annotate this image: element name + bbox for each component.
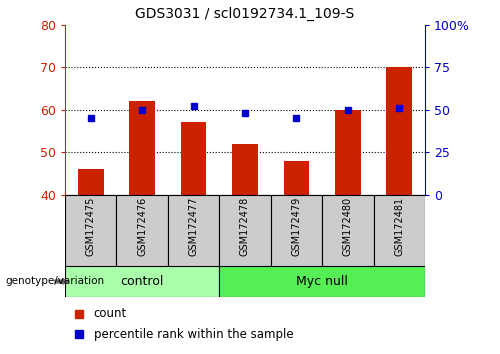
- Text: percentile rank within the sample: percentile rank within the sample: [94, 327, 294, 341]
- Bar: [78, 169, 104, 195]
- Bar: [168, 195, 220, 266]
- Bar: [220, 266, 425, 297]
- Bar: [335, 110, 360, 195]
- Bar: [130, 101, 155, 195]
- Text: GSM172475: GSM172475: [86, 197, 96, 256]
- Text: count: count: [94, 307, 127, 320]
- Bar: [232, 144, 258, 195]
- Bar: [322, 195, 374, 266]
- Text: Myc null: Myc null: [296, 275, 348, 288]
- Text: GSM172477: GSM172477: [188, 197, 198, 256]
- Bar: [220, 195, 270, 266]
- Text: GSM172478: GSM172478: [240, 197, 250, 256]
- Bar: [116, 195, 168, 266]
- Text: GSM172480: GSM172480: [343, 197, 353, 256]
- Bar: [65, 195, 116, 266]
- Bar: [374, 195, 425, 266]
- Text: GSM172479: GSM172479: [292, 197, 302, 256]
- Bar: [386, 67, 412, 195]
- Text: GSM172476: GSM172476: [137, 197, 147, 256]
- Title: GDS3031 / scl0192734.1_109-S: GDS3031 / scl0192734.1_109-S: [136, 7, 354, 21]
- Text: genotype/variation: genotype/variation: [5, 276, 104, 286]
- Bar: [65, 266, 220, 297]
- Bar: [180, 122, 206, 195]
- Text: control: control: [120, 275, 164, 288]
- Bar: [270, 195, 322, 266]
- Bar: [284, 161, 310, 195]
- Text: GSM172481: GSM172481: [394, 197, 404, 256]
